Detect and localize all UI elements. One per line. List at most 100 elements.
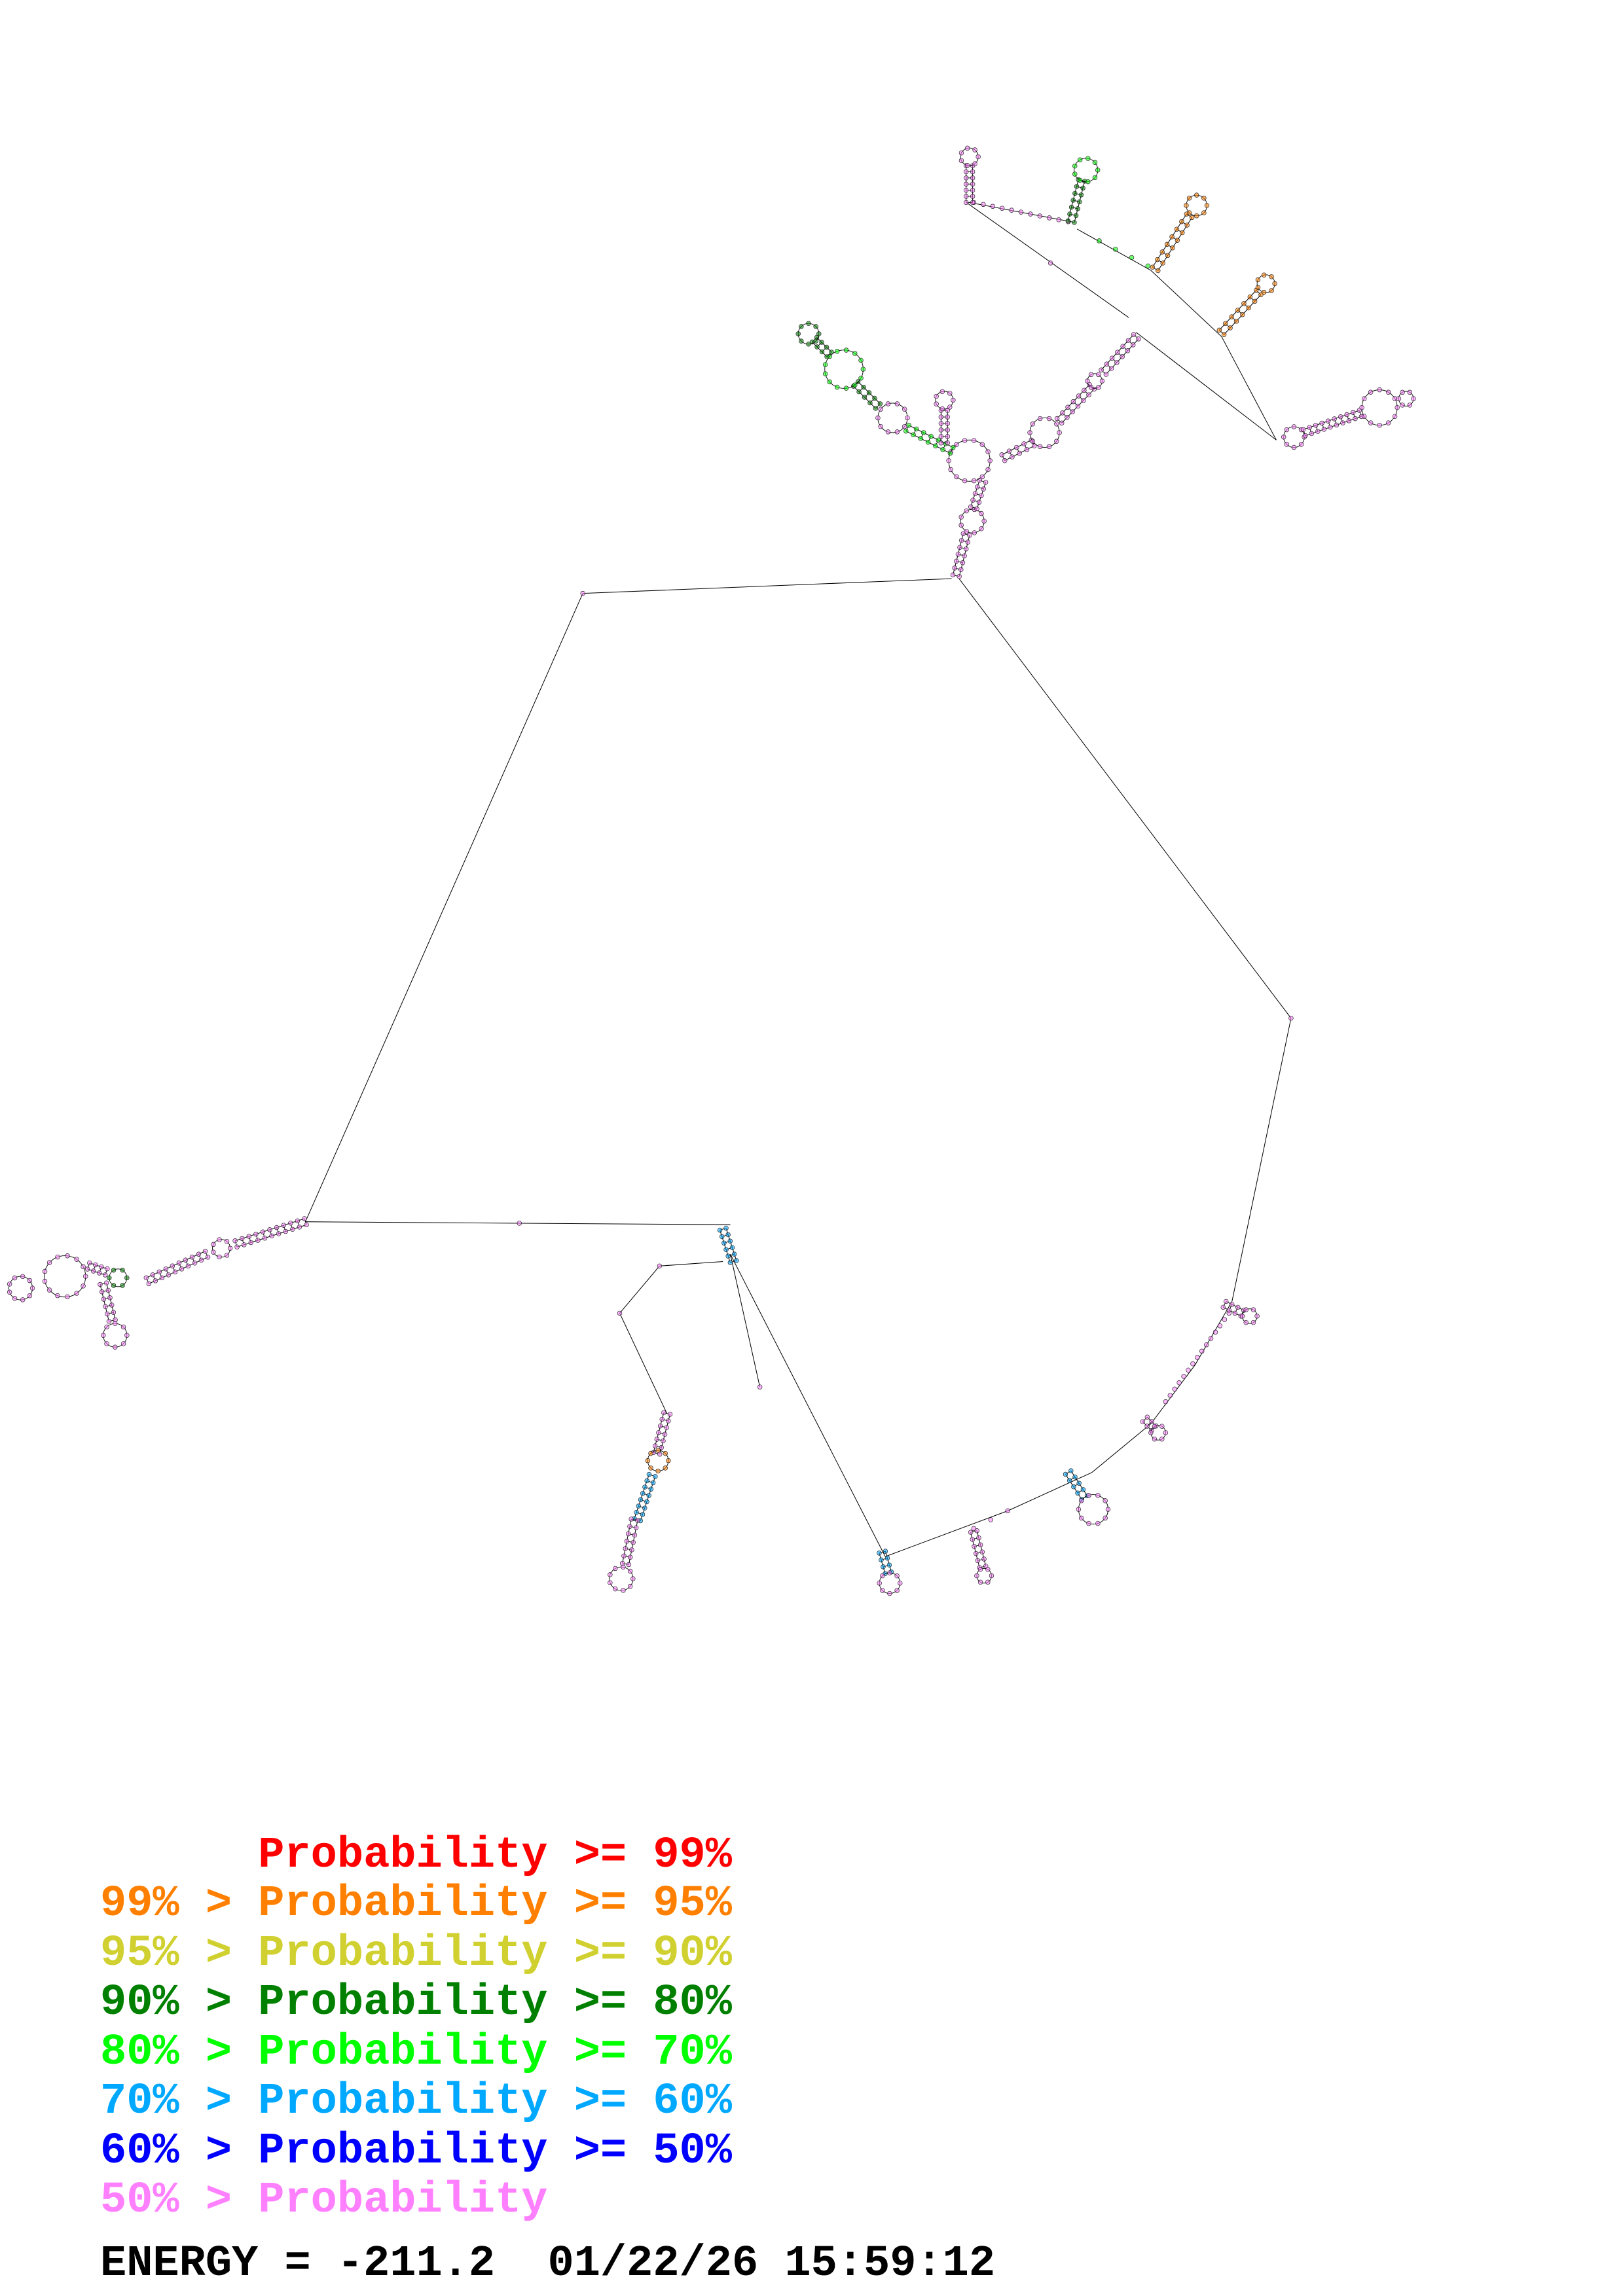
nucleotide <box>1009 207 1014 213</box>
nucleotide <box>621 1588 626 1593</box>
nucleotide <box>1014 444 1019 450</box>
nucleotide <box>185 1263 191 1269</box>
nucleotide <box>1096 372 1101 378</box>
nucleotide <box>205 1255 211 1260</box>
nucleotide <box>976 1535 981 1541</box>
nucleotide <box>974 506 979 512</box>
nucleotide <box>1085 156 1091 161</box>
nucleotide <box>1086 392 1091 397</box>
nucleotide <box>903 428 909 434</box>
nucleotide <box>1186 196 1192 201</box>
nucleotide <box>885 401 891 406</box>
nucleotide <box>987 458 993 463</box>
nucleotide <box>860 367 866 372</box>
nucleotide <box>1269 274 1274 279</box>
nucleotide <box>1028 211 1033 217</box>
nucleotide <box>107 1275 112 1281</box>
nucleotide <box>1243 1319 1249 1325</box>
nucleotide <box>196 1251 202 1257</box>
nucleotide <box>101 1333 106 1338</box>
nucleotide <box>1385 420 1391 425</box>
nucleotide <box>1186 210 1192 215</box>
nucleotide <box>721 1240 727 1246</box>
nucleotide <box>183 1257 189 1263</box>
nucleotide <box>1224 1299 1229 1304</box>
nucleotide <box>1395 404 1400 410</box>
nucleotide <box>107 1295 113 1300</box>
nucleotide <box>667 1412 673 1417</box>
nucleotide <box>170 1263 175 1268</box>
nucleotide <box>1002 458 1008 463</box>
nucleotide <box>963 187 969 193</box>
nucleotide <box>988 1517 994 1522</box>
nucleotide <box>1155 257 1160 262</box>
nucleotide <box>906 423 911 428</box>
nucleotide <box>657 1263 663 1269</box>
nucleotide <box>1291 444 1297 450</box>
nucleotide <box>1070 198 1076 203</box>
nucleotide <box>985 1579 991 1585</box>
legend-row-50: 60% > Probability >= 50% <box>100 2126 732 2176</box>
nucleotide <box>816 331 822 336</box>
nucleotide <box>952 565 957 571</box>
nucleotide <box>1351 410 1356 415</box>
nucleotide <box>627 1568 633 1574</box>
nucleotide <box>970 169 976 175</box>
nucleotide <box>981 1556 987 1562</box>
nucleotide <box>1120 354 1125 359</box>
nucleotide <box>977 1579 983 1585</box>
nucleotide <box>1377 422 1382 428</box>
nucleotide <box>1368 389 1374 395</box>
nucleotide <box>939 389 945 394</box>
nucleotide <box>933 443 938 448</box>
nucleotide <box>985 449 991 454</box>
nucleotide <box>1344 412 1349 418</box>
nucleotide <box>902 406 907 412</box>
nucleotide <box>970 187 976 193</box>
nucleotide <box>1097 238 1102 243</box>
nucleotide <box>897 1581 903 1586</box>
nucleotide <box>1103 372 1109 377</box>
nucleotide <box>979 1549 985 1554</box>
nucleotide <box>202 1249 208 1254</box>
nucleotide <box>613 1566 618 1571</box>
nucleotide <box>1063 1471 1068 1477</box>
nucleotide <box>1086 1520 1091 1526</box>
nucleotide <box>46 1287 52 1293</box>
nucleotide <box>829 350 834 355</box>
nucleotide <box>1149 1419 1154 1424</box>
nucleotide <box>862 395 867 400</box>
nucleotide <box>945 434 951 439</box>
nucleotide <box>985 467 991 473</box>
nucleotide <box>1272 281 1277 287</box>
nucleotide <box>1396 396 1402 401</box>
nucleotide <box>1125 348 1131 353</box>
nucleotide <box>646 1493 651 1498</box>
nucleotide <box>1250 1319 1256 1325</box>
nucleotide <box>1400 403 1405 408</box>
nucleotide <box>189 1255 195 1260</box>
nucleotide <box>1184 223 1190 228</box>
nucleotide <box>65 1253 70 1259</box>
nucleotide <box>1226 1308 1232 1313</box>
nucleotide <box>1108 366 1114 371</box>
nucleotide <box>623 1546 628 1551</box>
nucleotide <box>630 1539 636 1545</box>
nucleotide <box>1368 420 1374 425</box>
nucleotide <box>1120 344 1125 349</box>
nucleotide <box>972 1544 977 1549</box>
nucleotide <box>877 1581 882 1586</box>
nucleotide <box>93 1262 98 1268</box>
nucleotide <box>120 1267 125 1273</box>
nucleotide <box>1030 422 1036 427</box>
nucleotide <box>1103 1498 1108 1503</box>
nucleotide <box>861 384 866 390</box>
nucleotide <box>958 150 964 156</box>
nucleotide <box>1195 1355 1200 1360</box>
nucleotide <box>227 1246 233 1251</box>
nucleotide <box>1208 1336 1214 1341</box>
nucleotide <box>29 1285 35 1291</box>
nucleotide <box>963 169 969 175</box>
nucleotide <box>814 344 820 350</box>
nucleotide <box>1115 350 1120 355</box>
